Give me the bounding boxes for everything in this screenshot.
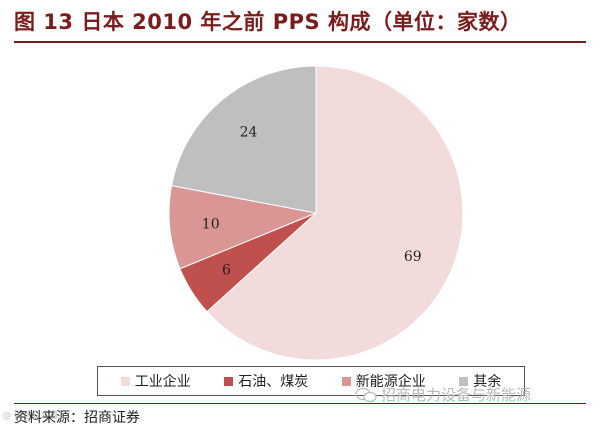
legend-label: 工业企业 [134, 374, 191, 390]
legend-label: 其余 [473, 374, 502, 390]
legend-swatch [120, 376, 130, 386]
legend-label: 石油、煤炭 [238, 374, 309, 390]
wechat-icon [355, 387, 377, 402]
title-rule [14, 41, 586, 43]
legend-item-new-energy: 新能源企业 [341, 371, 426, 391]
slice-value-label: 69 [404, 249, 422, 265]
legend-label: 新能源企业 [355, 374, 426, 390]
legend-swatch [459, 376, 469, 386]
legend-swatch [224, 376, 234, 386]
slice-value-label: 10 [202, 217, 220, 233]
slice-value-label: 24 [240, 124, 258, 140]
small-watermark: @ 微信公众号 [2, 411, 59, 421]
slice-value-label: 6 [222, 262, 231, 278]
legend-item-industrial: 工业企业 [120, 371, 191, 391]
watermark-text: 招商电力设备与新能源 [381, 386, 532, 404]
legend-item-other: 其余 [459, 371, 501, 391]
chart-legend: 工业企业 石油、煤炭 新能源企业 其余 [97, 366, 525, 396]
pie-slice-0 [206, 65, 464, 361]
chart-title: 图 13 日本 2010 年之前 PPS 构成（单位：家数） [14, 10, 522, 34]
watermark: 招商电力设备与新能源 [355, 384, 531, 405]
legend-swatch [341, 376, 351, 386]
source-rule [14, 403, 586, 404]
legend-item-oil-coal: 石油、煤炭 [224, 371, 308, 391]
pie-slice-3 [170, 65, 317, 214]
source-note: 资料来源：招商证券 [14, 410, 140, 426]
